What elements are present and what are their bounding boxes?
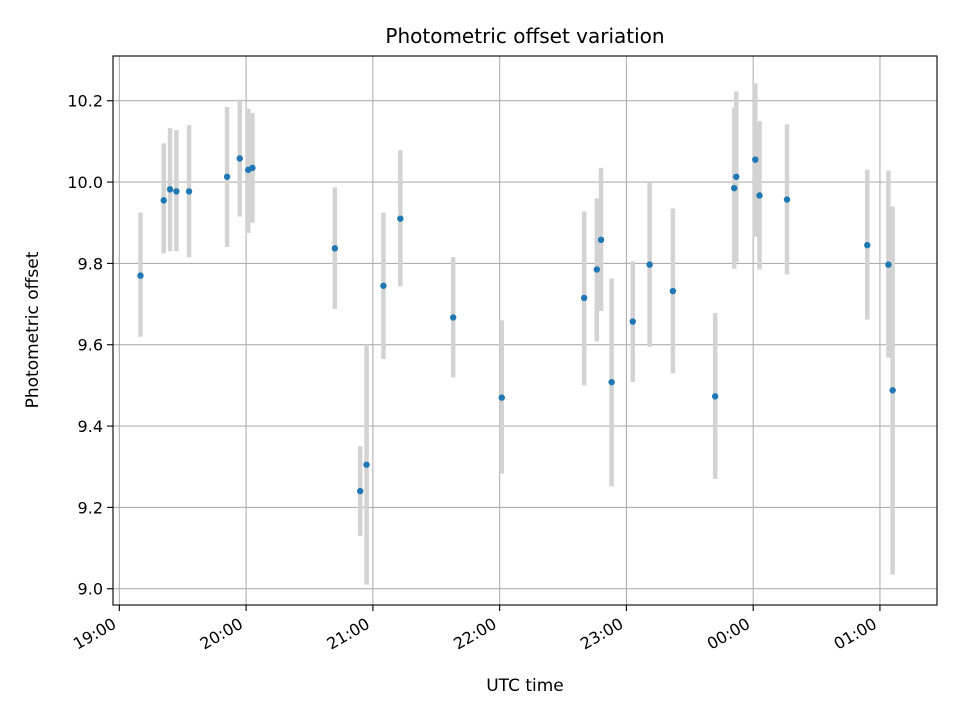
- data-point: [597, 236, 605, 244]
- data-point: [380, 282, 387, 289]
- data-point: [137, 272, 144, 279]
- data-point: [160, 197, 167, 204]
- data-point: [733, 173, 740, 180]
- chart-title: Photometric offset variation: [385, 24, 664, 48]
- data-point: [449, 314, 457, 321]
- data-point: [166, 186, 174, 193]
- y-axis-label: Photometric offset: [23, 251, 43, 408]
- y-tick-label: 9.0: [78, 580, 103, 599]
- data-point: [249, 164, 256, 172]
- data-point: [608, 378, 615, 386]
- y-tick-label: 10.0: [67, 173, 103, 192]
- data-point: [331, 245, 339, 252]
- x-axis-label: UTC time: [486, 676, 564, 696]
- data-point: [864, 241, 871, 249]
- data-point: [885, 261, 892, 268]
- y-tick-label: 9.2: [78, 498, 103, 517]
- data-point: [397, 215, 404, 222]
- data-point: [752, 156, 759, 163]
- data-point: [236, 155, 243, 162]
- y-axis: 9.0 9.2 9.4 9.6 9.8 10.0 10.2: [67, 92, 113, 599]
- data-point: [185, 188, 193, 195]
- data-point: [629, 318, 636, 325]
- data-point: [223, 173, 231, 180]
- plot-frame: [112, 55, 938, 606]
- data-point: [580, 294, 588, 302]
- data-point: [646, 261, 653, 268]
- data-point: [783, 196, 791, 203]
- data-point: [889, 387, 896, 394]
- data-point: [357, 487, 364, 495]
- y-tick-label: 9.6: [78, 336, 103, 355]
- data-point: [363, 461, 370, 468]
- y-tick-label: 9.4: [78, 417, 103, 436]
- data-point: [669, 287, 677, 295]
- data-points: [137, 155, 896, 495]
- y-tick-label: 9.8: [78, 254, 103, 273]
- data-point: [593, 266, 601, 273]
- data-point: [730, 184, 738, 192]
- data-point: [498, 394, 505, 401]
- data-point: [756, 192, 763, 199]
- data-point: [711, 393, 719, 400]
- y-tick-label: 10.2: [67, 92, 103, 111]
- data-point: [173, 188, 180, 195]
